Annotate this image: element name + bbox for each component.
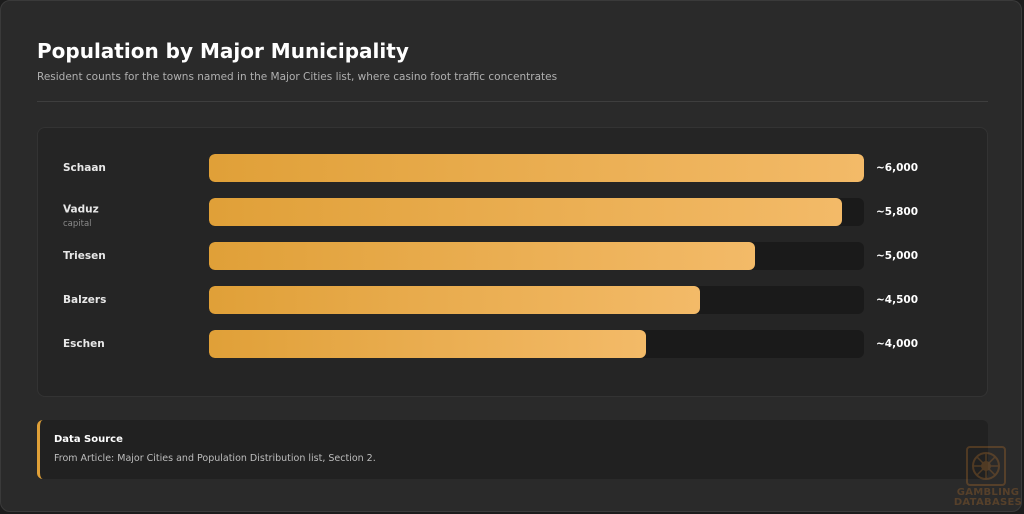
value-label: ~4,500 bbox=[876, 294, 919, 306]
value-label: ~5,800 bbox=[876, 206, 919, 218]
chart-row: Vaduz capital ~5,800 bbox=[38, 197, 987, 229]
value-label: ~6,000 bbox=[876, 162, 919, 174]
watermark-line-2: DATABASES bbox=[953, 497, 1023, 508]
watermark-text: GAMBLING DATABASES bbox=[952, 488, 1024, 508]
category-label: Balzers bbox=[63, 294, 107, 306]
page-subtitle: Resident counts for the towns named in t… bbox=[37, 71, 558, 83]
watermark-line-1: GAMBLING bbox=[956, 487, 1020, 498]
data-source-text: From Article: Major Cities and Populatio… bbox=[54, 453, 376, 464]
bar bbox=[209, 286, 700, 314]
bar bbox=[209, 198, 842, 226]
chart-row: Triesen ~5,000 bbox=[38, 241, 987, 271]
header-divider bbox=[37, 101, 988, 102]
data-source-title: Data Source bbox=[54, 434, 123, 445]
bar bbox=[209, 154, 864, 182]
bar-track bbox=[209, 286, 864, 314]
chart-row: Eschen ~4,000 bbox=[38, 329, 987, 359]
roulette-wheel-icon bbox=[966, 446, 1006, 486]
bar-track bbox=[209, 242, 864, 270]
category-label: Vaduz bbox=[63, 203, 99, 216]
category-note: capital bbox=[63, 219, 92, 229]
bar-track bbox=[209, 198, 864, 226]
data-source-box: Data Source From Article: Major Cities a… bbox=[37, 420, 988, 479]
category-label: Eschen bbox=[63, 338, 105, 350]
page-title: Population by Major Municipality bbox=[37, 39, 409, 63]
category-label: Triesen bbox=[63, 250, 106, 262]
bar-chart: Schaan ~6,000 Vaduz capital ~5,800 Triesen ~5,… bbox=[37, 127, 988, 397]
chart-row: Balzers ~4,500 bbox=[38, 285, 987, 315]
watermark-logo: GAMBLING DATABASES bbox=[948, 446, 1024, 512]
value-label: ~5,000 bbox=[876, 250, 919, 262]
category-label: Schaan bbox=[63, 162, 106, 174]
bar-track bbox=[209, 330, 864, 358]
value-label: ~4,000 bbox=[876, 338, 919, 350]
bar bbox=[209, 330, 646, 358]
bar bbox=[209, 242, 755, 270]
chart-row: Schaan ~6,000 bbox=[38, 153, 987, 183]
bar-track bbox=[209, 154, 864, 182]
